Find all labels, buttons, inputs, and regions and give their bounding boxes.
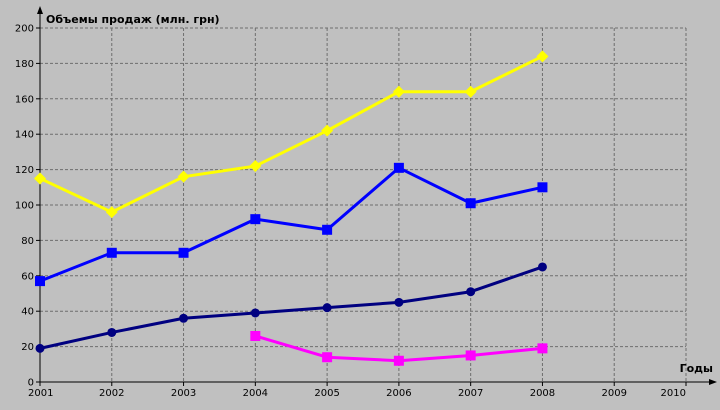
data-point xyxy=(34,172,46,185)
x-tick-label: 2006 xyxy=(386,388,411,399)
data-point xyxy=(322,303,332,313)
y-tick-label: 80 xyxy=(21,236,34,247)
x-tick-label: 2008 xyxy=(530,388,555,399)
x-tick-label: 2009 xyxy=(601,388,626,399)
y-tick-label: 200 xyxy=(15,24,34,35)
x-tick-label: 2002 xyxy=(99,388,124,399)
data-point xyxy=(35,276,45,287)
series-4 xyxy=(250,330,548,366)
data-point xyxy=(105,206,118,219)
data-point xyxy=(107,327,117,337)
data-point xyxy=(536,50,549,63)
series-3 xyxy=(35,262,547,353)
y-axis-ticks: 0 20 40 60 80 100 120 140 160 180 200 xyxy=(15,24,40,389)
x-tick-label: 2007 xyxy=(458,388,483,399)
data-point xyxy=(250,308,260,318)
data-point xyxy=(394,297,404,307)
data-point xyxy=(177,170,190,183)
x-axis-title: Годы xyxy=(680,362,713,375)
series-line xyxy=(39,54,544,214)
data-point xyxy=(179,313,189,323)
data-point xyxy=(466,287,476,297)
y-axis-title: Объемы продаж (млн. грн) xyxy=(46,13,220,26)
data-point xyxy=(249,160,262,173)
data-point xyxy=(537,182,548,193)
y-tick-label: 180 xyxy=(15,59,34,70)
data-point xyxy=(392,85,405,98)
data-point xyxy=(322,352,333,363)
y-tick-label: 0 xyxy=(28,378,34,389)
data-point xyxy=(464,85,477,98)
data-point xyxy=(465,350,476,361)
data-point xyxy=(537,262,547,272)
x-tick-label: 2010 xyxy=(661,388,686,399)
series-line xyxy=(39,265,543,350)
data-point xyxy=(393,355,404,366)
y-tick-label: 160 xyxy=(15,94,34,105)
data-point xyxy=(35,343,45,353)
data-point xyxy=(106,247,117,258)
axes xyxy=(37,6,717,385)
x-axis-ticks: 2001 2002 2003 2004 2005 2006 2007 2008 2009 2010 xyxy=(28,382,687,399)
y-axis-arrow xyxy=(37,6,43,14)
y-tick-label: 40 xyxy=(21,307,34,318)
x-tick-label: 2003 xyxy=(171,388,196,399)
x-tick-label: 2001 xyxy=(28,388,53,399)
data-series xyxy=(34,50,549,366)
y-tick-label: 120 xyxy=(15,165,34,176)
data-point xyxy=(250,330,261,341)
series-2 xyxy=(35,162,548,287)
data-point xyxy=(465,198,476,209)
y-tick-label: 100 xyxy=(15,201,34,212)
y-tick-label: 140 xyxy=(15,130,34,141)
data-point xyxy=(178,247,189,258)
data-point xyxy=(393,162,404,173)
y-tick-label: 60 xyxy=(21,271,34,282)
x-tick-label: 2004 xyxy=(243,388,268,399)
x-axis-arrow xyxy=(709,379,717,385)
series-1 xyxy=(34,50,549,219)
series-line xyxy=(39,166,543,283)
data-point xyxy=(321,124,334,137)
data-point xyxy=(322,224,333,235)
data-point xyxy=(250,214,261,225)
data-point xyxy=(537,343,548,354)
x-tick-label: 2005 xyxy=(314,388,339,399)
y-tick-label: 20 xyxy=(21,342,34,353)
